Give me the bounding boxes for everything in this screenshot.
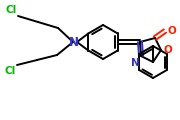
Text: Cl: Cl — [5, 66, 16, 76]
Text: O: O — [163, 45, 172, 55]
Text: Cl: Cl — [6, 5, 17, 15]
Text: N: N — [69, 36, 79, 48]
Text: O: O — [167, 26, 176, 36]
Text: N: N — [131, 58, 140, 68]
